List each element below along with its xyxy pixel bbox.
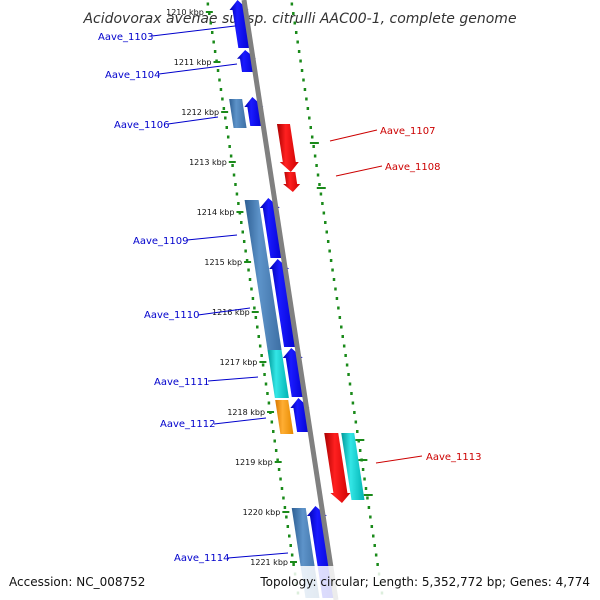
- gene-aave-1108: [283, 172, 301, 192]
- footer-background: [0, 566, 600, 600]
- gene-aave-1105: [229, 99, 247, 128]
- ruler-labels: 1210 kbp 1211 kbp 1212 kbp 1213 kbp 1214 kbp…: [166, 8, 297, 567]
- gene-label: Aave_1111: [154, 377, 210, 388]
- ruler-track: [206, 2, 300, 595]
- gene-label-leader: [335, 165, 383, 177]
- ruler-tick-label: 1218 kbp: [227, 408, 265, 417]
- gene-label-leader: [186, 234, 238, 241]
- gene-label: Aave_1104: [105, 70, 161, 81]
- gene-label-leader: [227, 552, 289, 559]
- gene-aave-1112-ext: [275, 400, 294, 434]
- ruler-tick-label: 1217 kbp: [220, 358, 258, 367]
- gene-label-leader: [207, 376, 259, 382]
- ruler-tick-label: 1210 kbp: [166, 8, 204, 17]
- gene-labels: Aave_1103 Aave_1104 Aave_1106 Aave_1109 Aave…: [98, 25, 482, 564]
- gene-aave-1107: [276, 124, 299, 172]
- ruler-tick-label: 1214 kbp: [197, 208, 235, 217]
- ruler-tick-label: 1216 kbp: [212, 308, 250, 317]
- gene-aave-1113-ext: [341, 433, 365, 500]
- gene-features: [229, 0, 365, 598]
- ruler-tick-label: 1219 kbp: [235, 458, 273, 467]
- gene-label: Aave_1109: [133, 236, 189, 247]
- genome-backbone: [241, 0, 339, 600]
- map-title: Acidovorax avenae subsp. citrulli AAC00-…: [82, 11, 516, 27]
- ruler-tick-label: 1221 kbp: [250, 558, 288, 567]
- gene-label: Aave_1103: [98, 32, 154, 43]
- gene-aave-1109: [259, 198, 285, 258]
- gene-aave-1111-ext: [267, 350, 289, 398]
- gene-label-leader: [167, 116, 219, 125]
- gene-label-leader: [158, 63, 238, 75]
- ruler-tick-label: 1215 kbp: [204, 258, 242, 267]
- gene-label: Aave_1107: [380, 126, 436, 137]
- gene-label: Aave_1110: [144, 310, 200, 321]
- gene-label-leader: [329, 129, 378, 142]
- topology-text: Topology: circular; Length: 5,352,772 bp…: [259, 575, 590, 589]
- ruler-tick-label: 1213 kbp: [189, 158, 227, 167]
- gene-label-leader: [375, 455, 423, 464]
- gene-label: Aave_1108: [385, 162, 441, 173]
- gene-aave-1103: [229, 0, 252, 48]
- gene-label: Aave_1106: [114, 120, 170, 131]
- ruler-tick-label: 1211 kbp: [174, 58, 212, 67]
- gene-aave-1110: [269, 259, 299, 347]
- ruler-tick-label: 1212 kbp: [181, 108, 219, 117]
- gene-aave-1109-ext: [244, 200, 282, 350]
- gene-label-leader: [197, 307, 251, 316]
- gene-label-leader: [213, 417, 267, 425]
- reverse-track: [290, 2, 384, 595]
- gene-label: Aave_1114: [174, 553, 230, 564]
- gene-aave-1113: [324, 433, 351, 503]
- accession-text: Accession: NC_008752: [9, 575, 145, 589]
- gene-label-leader: [151, 25, 236, 37]
- ruler-tick-label: 1220 kbp: [243, 508, 281, 517]
- gene-label: Aave_1112: [160, 419, 216, 430]
- gene-label: Aave_1113: [426, 452, 482, 463]
